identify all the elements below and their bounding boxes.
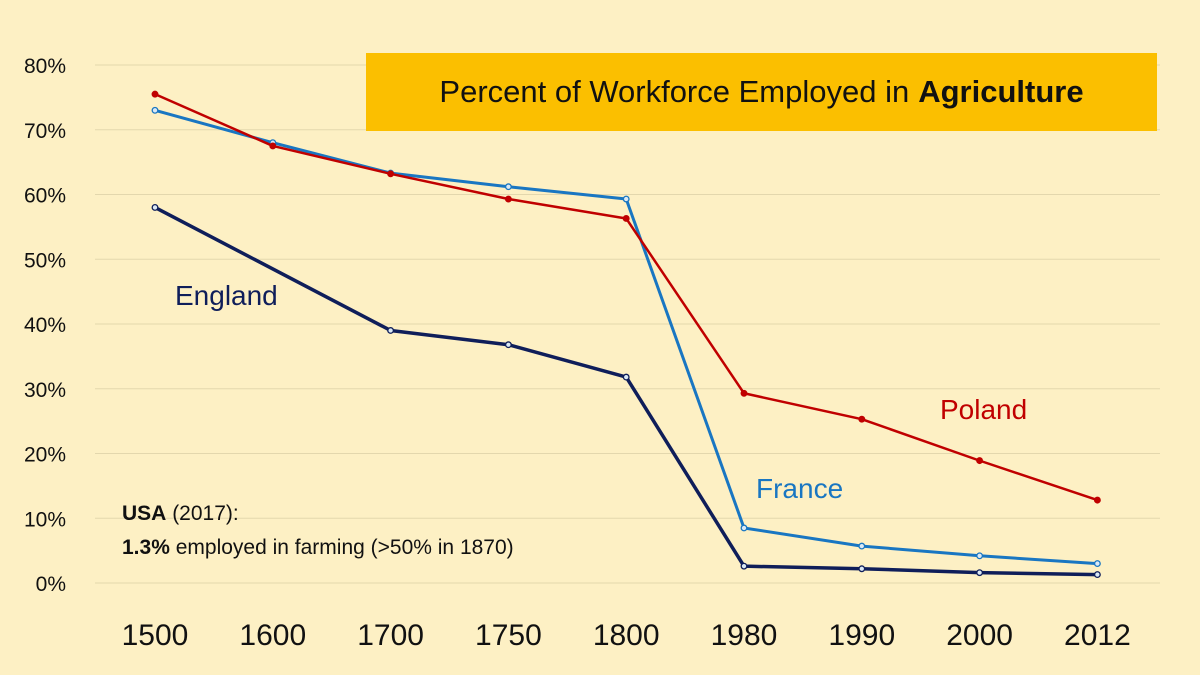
data-point-poland (269, 142, 277, 150)
data-point-england (622, 373, 630, 381)
chart-title-text: Percent of Workforce Employed in (439, 74, 910, 109)
data-point-poland (622, 215, 630, 222)
data-point-poland (151, 90, 159, 98)
series-poland (151, 90, 1101, 504)
data-point-england (387, 327, 395, 334)
annotation-year: (2017): (172, 502, 239, 525)
x-axis-tick-labels: 1500 1600 1700 1750 1800 1980 1990 2000 2012 (122, 619, 1131, 652)
data-point-france (858, 542, 866, 550)
x-tick-label: 1500 (122, 619, 189, 652)
usa-annotation: USA (2017): 1.3% employed in farming (>5… (122, 497, 514, 565)
series-line-england (153, 205, 1100, 577)
chart-title-bold: Agriculture (918, 74, 1084, 109)
x-tick-label: 1700 (357, 619, 424, 652)
usa-annotation-line-2: 1.3% employed in farming (>50% in 1870) (122, 531, 514, 565)
y-tick-label: 70% (24, 120, 66, 143)
chart-title: Percent of Workforce Employed in Agricul… (366, 53, 1157, 131)
y-tick-label: 0% (36, 573, 66, 596)
annotation-detail: employed in farming (>50% in 1870) (175, 536, 514, 559)
y-tick-label: 20% (24, 444, 66, 467)
annotation-percent-bold: 1.3% (122, 536, 170, 559)
x-tick-label: 1990 (828, 619, 895, 652)
y-axis-tick-labels: 0% 10% 20% 30% 40% 50% 60% 70% 80% (24, 55, 66, 596)
y-tick-label: 50% (24, 249, 66, 272)
series-label-poland: Poland (940, 394, 1028, 425)
data-point-france (151, 106, 159, 114)
data-point-england (504, 341, 512, 349)
x-tick-label: 1980 (711, 619, 778, 652)
y-tick-label: 10% (24, 508, 66, 531)
data-point-england (740, 562, 748, 570)
y-tick-label: 40% (24, 314, 66, 337)
series-label-england: England (175, 280, 278, 311)
x-tick-label: 1750 (475, 619, 542, 652)
data-point-england (976, 569, 984, 577)
series-lines (151, 90, 1101, 579)
data-point-poland (387, 170, 395, 178)
annotation-usa-bold: USA (122, 502, 167, 525)
data-point-poland (504, 195, 512, 203)
data-point-poland (976, 457, 984, 465)
data-point-france (976, 552, 984, 560)
data-point-france (622, 195, 630, 203)
data-point-poland (740, 389, 748, 397)
data-point-france (740, 524, 748, 532)
data-point-poland (858, 415, 866, 423)
y-tick-label: 60% (24, 185, 66, 208)
series-line-poland (153, 92, 1099, 502)
y-tick-label: 80% (24, 55, 66, 78)
y-tick-label: 30% (24, 379, 66, 402)
x-tick-label: 2012 (1064, 619, 1131, 652)
series-england (151, 203, 1101, 579)
data-point-france (1093, 560, 1101, 568)
usa-annotation-line-1: USA (2017): (122, 497, 514, 531)
data-point-france (504, 183, 512, 191)
data-point-england (151, 203, 159, 211)
x-tick-label: 1600 (239, 619, 306, 652)
x-tick-label: 1800 (593, 619, 660, 652)
data-point-england (858, 565, 866, 573)
series-line-france (153, 108, 1099, 566)
series-label-france: France (756, 473, 844, 504)
x-tick-label: 2000 (946, 619, 1013, 652)
data-point-england (1093, 571, 1101, 579)
data-point-poland (1093, 496, 1101, 504)
